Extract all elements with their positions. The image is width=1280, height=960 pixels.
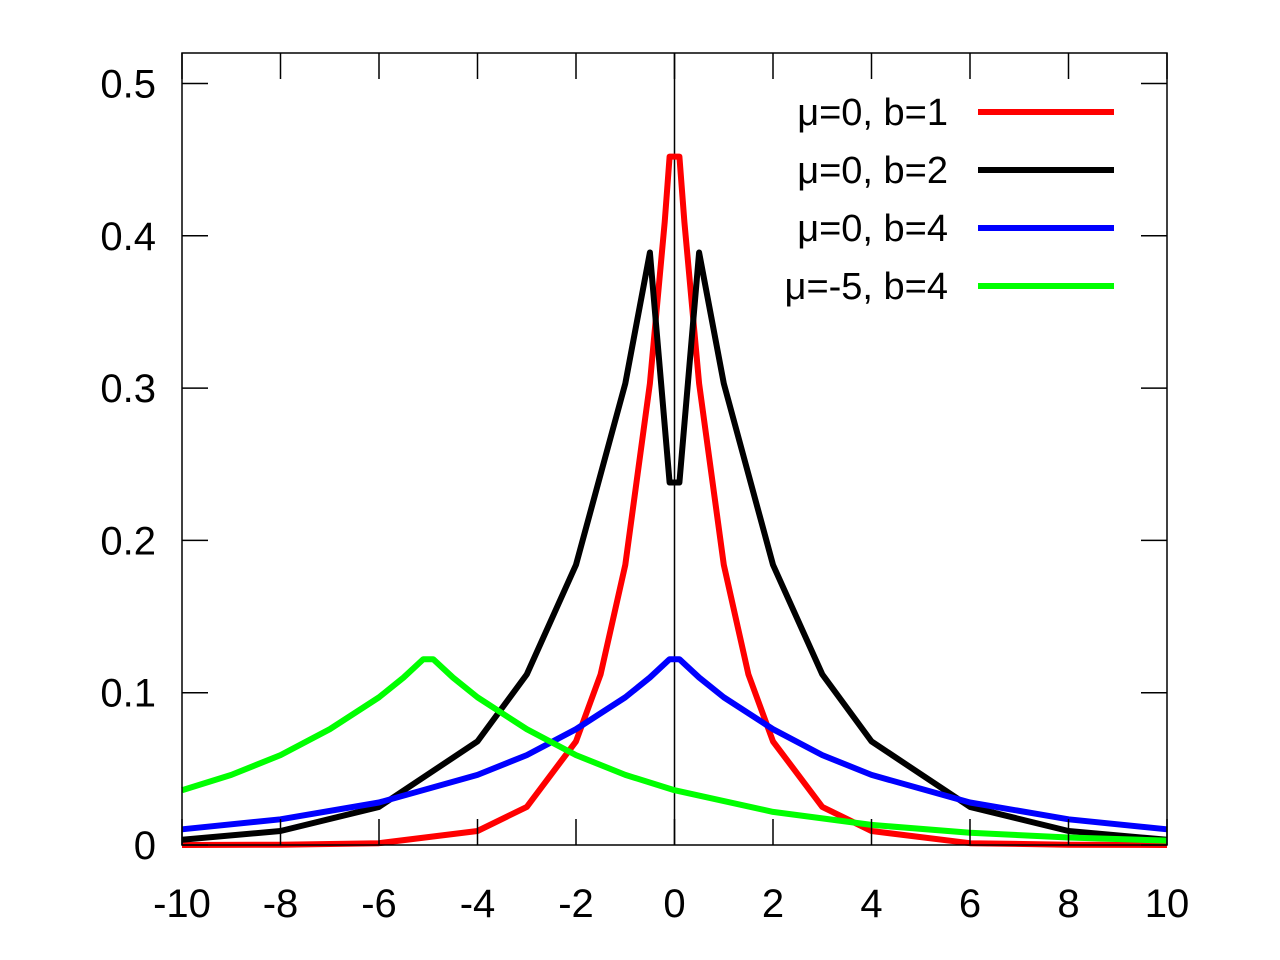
x-tick-label: 0 (663, 882, 685, 926)
y-tick-label: 0 (134, 824, 156, 868)
x-tick-label: -10 (153, 882, 211, 926)
y-tick-label: 0.2 (100, 519, 156, 563)
legend-label-3: μ=0, b=4 (797, 208, 948, 250)
x-tick-label: 10 (1145, 882, 1190, 926)
y-tick-label: 0.4 (100, 215, 156, 259)
y-tick-label: 0.1 (100, 672, 156, 716)
plot-area (181, 53, 1168, 848)
y-tick-label: 0.3 (100, 367, 156, 411)
series-line-2 (181, 249, 1168, 843)
x-tick-label: -8 (263, 882, 299, 926)
y-tick-label: 0.5 (100, 62, 156, 106)
legend-label-4: μ=-5, b=4 (785, 266, 948, 308)
x-tick-label: -2 (558, 882, 594, 926)
legend-label-2: μ=0, b=2 (797, 150, 948, 192)
x-tick-label: 8 (1057, 882, 1079, 926)
legend: μ=0, b=1 μ=0, b=2 μ=0, b=4 μ=-5, b=4 (785, 92, 1114, 308)
axes: -10 -8 -6 -4 -2 0 2 4 6 8 10 0 0.1 0.2 0.3 0.4 0.5 (100, 52, 1190, 926)
x-tick-label: 4 (860, 882, 882, 926)
legend-label-1: μ=0, b=1 (797, 92, 948, 134)
x-tick-label: 2 (762, 882, 784, 926)
x-tick-label: -6 (361, 882, 397, 926)
x-tick-label: -4 (460, 882, 496, 926)
x-tick-label: 6 (959, 882, 981, 926)
series-line-3 (181, 656, 1168, 833)
